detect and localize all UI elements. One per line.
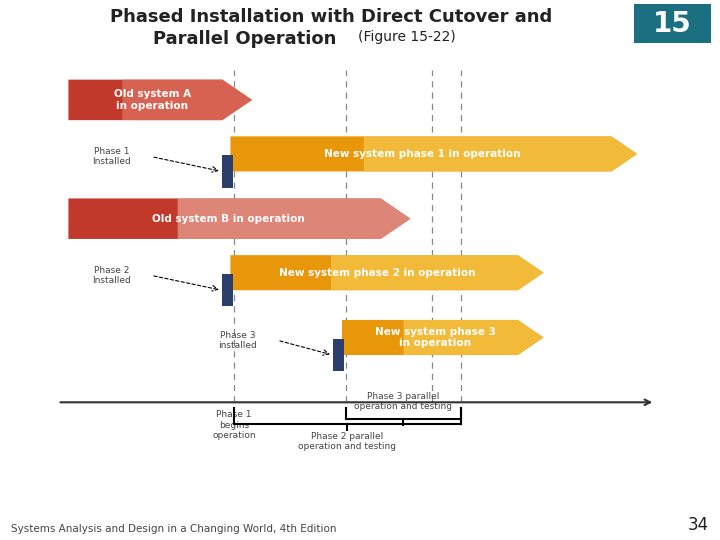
Text: Old system B in operation: Old system B in operation [152,214,305,224]
Text: Phased Installation with Direct Cutover and: Phased Installation with Direct Cutover … [110,8,552,26]
Polygon shape [230,136,637,172]
Polygon shape [68,80,252,120]
Polygon shape [403,320,544,355]
Text: New system phase 1 in operation: New system phase 1 in operation [324,149,521,159]
Text: 34: 34 [688,516,709,534]
Text: Old system A
in operation: Old system A in operation [114,89,191,111]
Polygon shape [230,255,544,291]
Polygon shape [122,80,252,120]
Text: Phase 1
Installed: Phase 1 Installed [92,147,131,166]
Polygon shape [178,199,410,239]
FancyBboxPatch shape [634,4,711,43]
Text: Parallel Operation: Parallel Operation [153,30,336,48]
Polygon shape [342,320,544,355]
Polygon shape [364,136,637,172]
Text: Phase 2
Installed: Phase 2 Installed [92,266,131,285]
Text: 15: 15 [653,10,692,38]
Text: (Figure 15-22): (Figure 15-22) [358,30,456,44]
Text: Phase 2 parallel
operation and testing: Phase 2 parallel operation and testing [298,432,396,451]
Polygon shape [68,199,410,239]
Text: New system phase 2 in operation: New system phase 2 in operation [279,268,475,278]
Text: Phase 3
installed: Phase 3 installed [218,330,257,350]
Text: New system phase 3
in operation: New system phase 3 in operation [374,327,495,348]
Text: Phase 1
begins
operation: Phase 1 begins operation [212,410,256,440]
FancyBboxPatch shape [333,339,344,372]
Text: Phase 3 parallel
operation and testing: Phase 3 parallel operation and testing [354,392,452,411]
Text: Systems Analysis and Design in a Changing World, 4th Edition: Systems Analysis and Design in a Changin… [11,523,336,534]
FancyBboxPatch shape [222,156,233,188]
Polygon shape [331,255,544,291]
FancyBboxPatch shape [222,274,233,306]
